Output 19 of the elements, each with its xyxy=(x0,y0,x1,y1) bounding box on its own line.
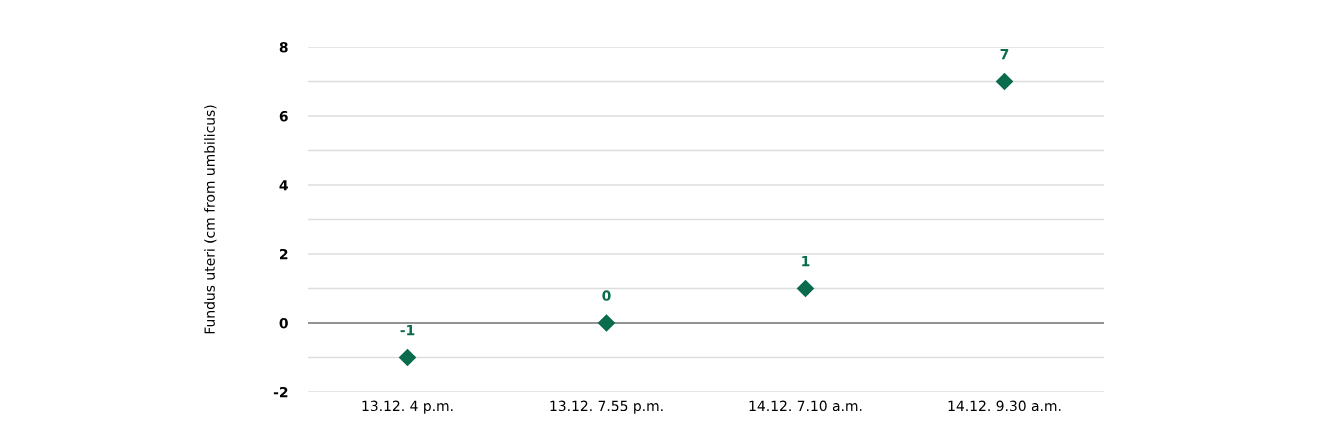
point xyxy=(995,72,1014,91)
y-tick-label: -2 xyxy=(273,386,288,398)
point xyxy=(796,279,815,298)
data-label: 0 xyxy=(602,290,611,301)
point xyxy=(597,314,616,332)
x-tick-label: 13.12. 4 p.m. xyxy=(362,400,453,414)
data-label: -1 xyxy=(400,325,415,336)
y-tick-label: 6 xyxy=(279,110,288,122)
data-label: 1 xyxy=(802,256,810,267)
y-tick-label: 4 xyxy=(279,180,288,191)
x-tick-label: 13.12. 7.55 p.m. xyxy=(550,400,663,414)
point xyxy=(398,348,417,367)
y-tick-label: 8 xyxy=(279,41,288,53)
y-tick-label: 0 xyxy=(279,317,288,329)
x-tick-label: 14.12. 7.10 a.m. xyxy=(749,400,862,412)
x-tick-label: 14.12. 9.30 a.m. xyxy=(948,400,1061,412)
y-axis-title: Fundus uteri (cm from umbilicus) xyxy=(204,105,217,334)
data-label: 7 xyxy=(1000,49,1009,60)
y-tick-label: 2 xyxy=(279,248,288,260)
